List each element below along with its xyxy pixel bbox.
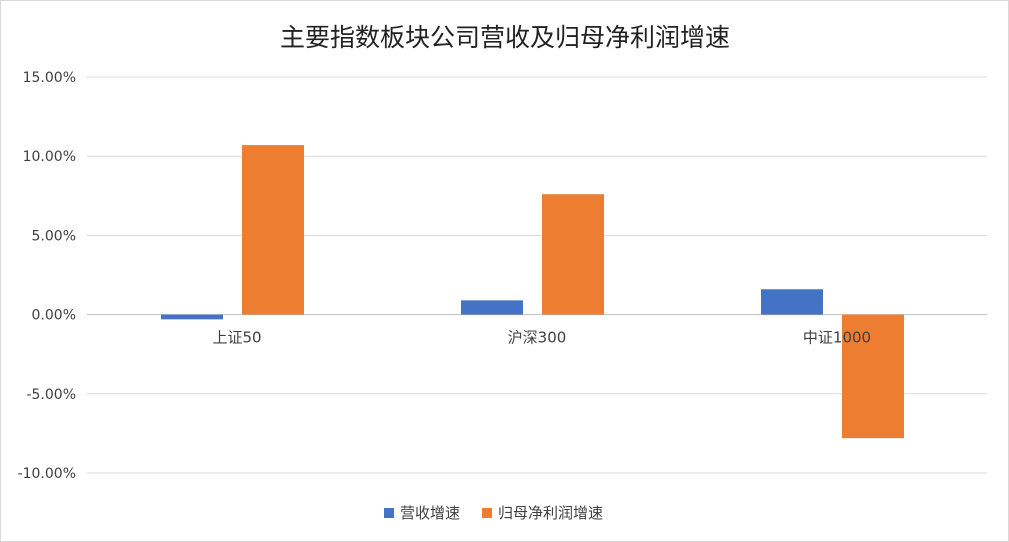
category-label: 上证50 xyxy=(212,329,261,347)
category-label: 中证1000 xyxy=(803,329,871,347)
legend-label: 营收增速 xyxy=(400,504,460,522)
category-label: 沪深300 xyxy=(508,329,567,347)
chart-title: 主要指数板块公司营收及归母净利润增速 xyxy=(280,23,730,52)
gridlines xyxy=(87,76,987,474)
bar-net-profit-growth xyxy=(842,314,904,439)
legend-swatch xyxy=(482,508,492,518)
category-labels: 上证50 沪深300 中证1000 xyxy=(212,329,871,347)
y-tick-label: 5.00% xyxy=(32,228,76,244)
legend: 营收增速 归母净利润增速 xyxy=(384,504,603,522)
bar-revenue-growth xyxy=(461,300,523,315)
bar-net-profit-growth xyxy=(242,145,304,315)
bars xyxy=(161,145,904,439)
y-tick-label: 10.00% xyxy=(23,149,76,165)
bar-revenue-growth xyxy=(761,289,823,315)
y-tick-label: -10.00% xyxy=(18,466,76,482)
legend-label: 归母净利润增速 xyxy=(498,504,603,522)
y-axis-ticks: 15.00% 10.00% 5.00% 0.00% -5.00% -10.00% xyxy=(18,70,76,482)
bar-net-profit-growth xyxy=(542,194,604,315)
y-tick-label: 0.00% xyxy=(32,308,76,324)
y-tick-label: 15.00% xyxy=(23,70,76,86)
y-tick-label: -5.00% xyxy=(26,387,76,403)
legend-swatch xyxy=(384,508,394,518)
bar-revenue-growth xyxy=(161,314,223,320)
